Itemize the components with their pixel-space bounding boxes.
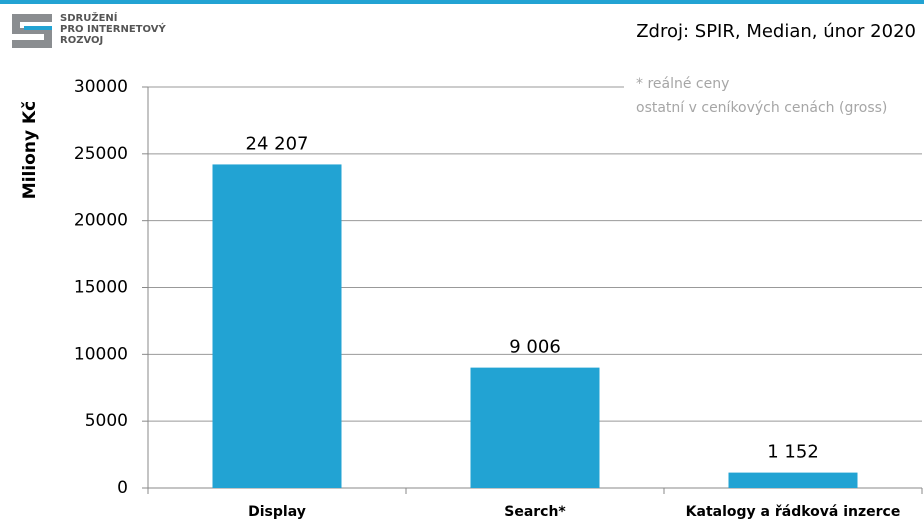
source: Zdroj: SPIR, Median, únor 2020 [636, 21, 916, 42]
y-tick-label: 0 [117, 478, 128, 498]
bar [212, 164, 342, 488]
value-label: 24 207 [246, 133, 309, 154]
note-background [624, 72, 924, 122]
note: ostatní v ceníkových cenách (gross) [636, 100, 887, 116]
y-tick-label: 30000 [74, 77, 128, 97]
x-tick-label: Katalogy a řádková inzerce [686, 504, 901, 520]
note: * reálné ceny [636, 76, 729, 92]
logo-icon [12, 14, 52, 48]
y-tick-label: 20000 [74, 211, 128, 231]
x-tick-label: Display [248, 504, 306, 520]
y-axis-label: Miliony Kč [20, 101, 40, 199]
y-tick-label: 15000 [74, 278, 128, 298]
bar [470, 367, 600, 488]
top-bar [0, 0, 924, 4]
x-tick-label: Search* [504, 504, 566, 520]
y-tick-label: 10000 [74, 344, 128, 364]
value-label: 1 152 [767, 442, 819, 463]
logo-text: SDRUŽENÍ [60, 11, 118, 24]
bar [728, 472, 858, 488]
logo-text: PRO INTERNETOVÝ [60, 22, 166, 35]
logo-text: ROZVOJ [60, 35, 103, 46]
y-tick-label: 25000 [74, 144, 128, 164]
value-label: 9 006 [509, 337, 561, 358]
y-tick-label: 5000 [85, 411, 128, 431]
